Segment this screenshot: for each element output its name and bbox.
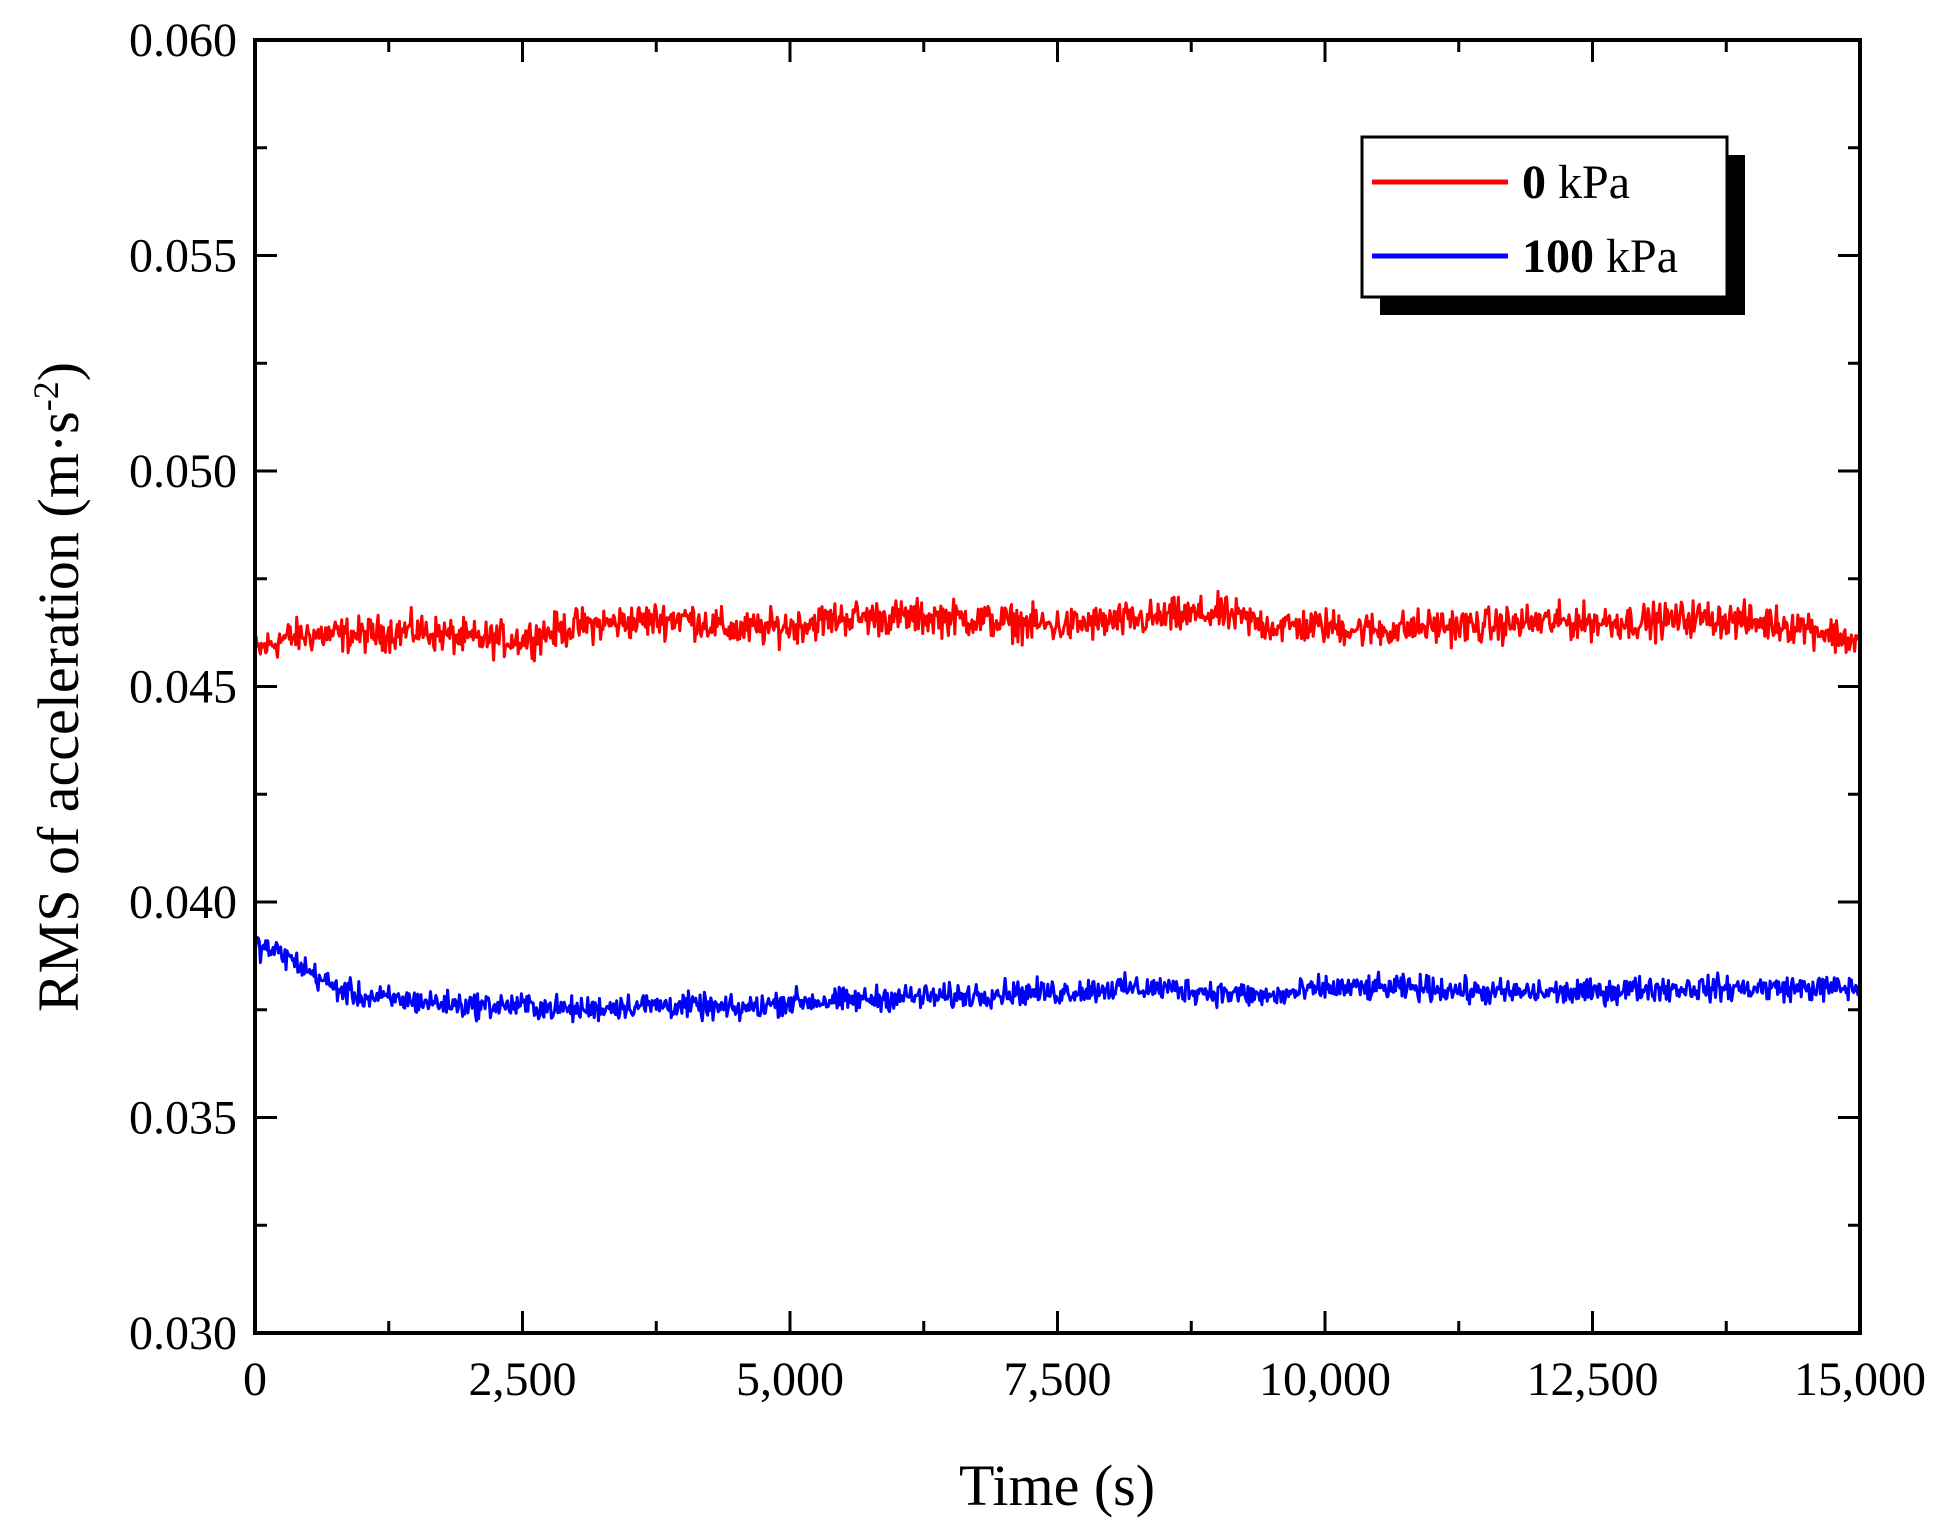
x-tick-label: 5,000 bbox=[736, 1353, 844, 1406]
y-tick-label: 0.055 bbox=[129, 230, 237, 283]
legend-label-100kpa: 100 kPa bbox=[1522, 230, 1678, 283]
x-tick-label: 7,500 bbox=[1004, 1353, 1112, 1406]
y-tick-label: 0.060 bbox=[129, 14, 237, 67]
y-axis-title-main: RMS of acceleration (m·s bbox=[26, 411, 91, 1012]
y-axis-title: RMS of acceleration (m·s-2) bbox=[26, 362, 91, 1012]
series-line-100kpa bbox=[253, 935, 1862, 1024]
y-tick-label: 0.050 bbox=[129, 445, 237, 498]
legend-box bbox=[1360, 135, 1729, 299]
y-tick-label: 0.030 bbox=[129, 1307, 237, 1360]
y-tick-label: 0.045 bbox=[129, 661, 237, 714]
legend-number-0kpa: 0 bbox=[1522, 156, 1546, 209]
x-tick-label: 15,000 bbox=[1794, 1353, 1926, 1406]
x-tick-label: 12,500 bbox=[1527, 1353, 1659, 1406]
x-tick-label: 2,500 bbox=[469, 1353, 577, 1406]
legend-unit-0kpa: kPa bbox=[1558, 156, 1630, 209]
x-tick-label: 10,000 bbox=[1259, 1353, 1391, 1406]
y-axis-title-superscript: -2 bbox=[26, 381, 66, 411]
x-axis-ticks: 0 2,500 5,000 7,500 10,000 12,500 15,000 bbox=[243, 40, 1926, 1406]
legend: 0 kPa 100 kPa bbox=[1360, 135, 1745, 315]
x-tick-label: 0 bbox=[243, 1353, 267, 1406]
legend-number-100kpa: 100 bbox=[1522, 230, 1594, 283]
plot-series bbox=[253, 589, 1862, 1024]
y-axis-ticks: 0.030 0.035 0.040 0.045 0.050 0.055 0.060 bbox=[129, 14, 1860, 1360]
legend-label-0kpa: 0 kPa bbox=[1522, 156, 1630, 209]
y-tick-label: 0.035 bbox=[129, 1092, 237, 1145]
y-axis-title-close: ) bbox=[26, 362, 91, 381]
x-axis-title: Time (s) bbox=[959, 1453, 1155, 1518]
series-line-0kpa bbox=[253, 589, 1862, 663]
y-tick-label: 0.040 bbox=[129, 876, 237, 929]
legend-unit-100kpa: kPa bbox=[1606, 230, 1678, 283]
